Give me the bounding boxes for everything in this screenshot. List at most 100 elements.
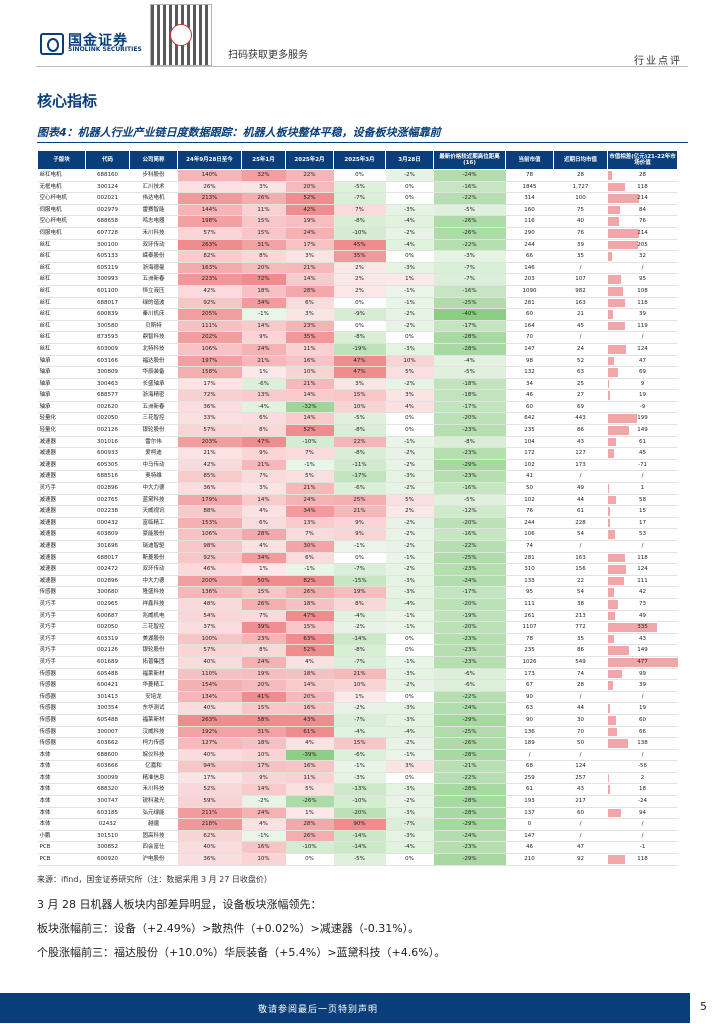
table-cell: 15% [241, 702, 286, 715]
table-cell: 本体 [37, 772, 86, 785]
table-cell: 爱柯迪 [129, 447, 178, 460]
table-cell: 8% [241, 644, 286, 657]
table-cell: 605305 [85, 459, 130, 472]
table-cell: 15% [241, 586, 286, 599]
table-row: 减速器 600933 爱柯迪 21% 9% 7% -8% -2% -23% 172 127 45 [37, 447, 678, 460]
table-cell: 5% [285, 783, 334, 797]
table-cell: -1% [385, 552, 434, 565]
table-cell: 灵巧手 [37, 644, 86, 657]
table-cell: 42 [607, 586, 678, 599]
table-cell: -2% [385, 679, 434, 692]
table-cell: 66 [607, 726, 678, 739]
table-cell: -6% [241, 378, 286, 391]
table-cell: 0% [385, 250, 434, 263]
bar-value: 149 [637, 427, 648, 434]
table-cell: 54% [177, 610, 242, 623]
table-row: 本体 02432 越疆 218% 4% 28% 90% -7% -29% 0// [37, 818, 678, 831]
table-cell: 603319 [85, 633, 130, 646]
table-cell: 106% [177, 528, 242, 541]
value-bar [607, 715, 617, 725]
table-cell: -22% [433, 691, 506, 704]
table-cell: 59% [177, 795, 242, 808]
table-cell: 48% [177, 598, 242, 611]
table-cell: -6% [433, 668, 506, 681]
table-cell: 147 [505, 830, 554, 843]
table-cell: 106 [505, 528, 554, 541]
table-cell: -7% [385, 818, 434, 831]
table-cell: 605133 [85, 250, 130, 263]
table-cell: 15% [241, 227, 286, 240]
table-cell: 104 [505, 436, 554, 449]
table-cell: -17% [433, 320, 506, 333]
table-row: 轴承 300809 华辰装备 158% 1% 10% 47% 5% -5% 132 63 69 [37, 366, 678, 379]
table-cell: 982 [553, 285, 608, 298]
table-cell: 160 [505, 204, 554, 217]
table-cell: 14% [285, 389, 334, 402]
table-cell: 21% [285, 482, 334, 495]
table-cell: 16% [241, 841, 286, 855]
table-cell: 减速器 [37, 436, 86, 449]
table-cell: 双环传动 [129, 239, 178, 252]
bar-value: 15 [639, 508, 646, 515]
table-cell: 74 [553, 668, 608, 681]
table-cell: 82% [177, 250, 242, 263]
table-cell: -10% [333, 795, 386, 808]
bar-value: 39 [639, 682, 646, 689]
bar-value: 17 [639, 519, 646, 526]
table-cell: 北特科技 [129, 343, 178, 356]
table-cell: 136% [177, 586, 242, 599]
table-cell: 4% [241, 505, 286, 518]
table-cell: -7% [433, 262, 506, 275]
table-cell: 68 [505, 760, 554, 773]
table-cell: 310 [505, 563, 554, 576]
table-cell: 1% [241, 563, 286, 576]
table-cell: -26% [433, 215, 506, 228]
table-row: 灵巧手 600687 兆威机电 54% 7% 47% -4% -1% -19% 261 213 49 [37, 610, 678, 623]
table-row: 丝杠 601100 恒立液压 42% 18% 28% 2% -1% -16% 1090 982 108 [37, 285, 678, 298]
table-cell: -1% [241, 830, 286, 843]
value-bar [607, 414, 637, 424]
table-row: 轻量化 002050 三花智控 33% 6% 14% -5% 0% -20% 642 443 199 [37, 412, 678, 426]
table-cell: -4% [385, 726, 434, 739]
table-row: 丝杠 600839 秦川机床 205% -1% 3% -9% -2% -40% 60 21 39 [37, 308, 678, 321]
table-cell: 90% [333, 818, 386, 831]
table-cell: -2% [385, 459, 434, 472]
table-cell: 20% [241, 262, 286, 275]
table-cell: 汇川技术 [129, 181, 178, 194]
table-cell: 2 [607, 772, 678, 785]
bar-value: 76 [639, 218, 646, 225]
table-cell: 607728 [85, 227, 130, 240]
table-cell: 3% [385, 760, 434, 773]
table-row: 轻量化 002126 银轮股份 57% 8% 52% -8% 0% -23% 235 86 149 [37, 424, 678, 437]
bar-value: 19 [639, 392, 646, 399]
table-cell: 浙海精密 [129, 389, 178, 402]
table-cell: 19 [607, 389, 678, 402]
table-cell: 603666 [85, 760, 130, 773]
table-cell: 605119 [85, 262, 130, 275]
table-cell: 47 [553, 841, 608, 855]
value-bar [607, 182, 625, 192]
table-cell: 0% [333, 552, 386, 565]
value-bar [607, 646, 630, 655]
table-cell: 0 [505, 818, 554, 831]
table-cell: 恒立液压 [129, 285, 178, 298]
table-cell: 002050 [85, 621, 130, 634]
table-cell: -4% [385, 239, 434, 252]
table-cell: 轴承 [37, 378, 86, 391]
table-cell: 灵巧手 [37, 482, 86, 495]
table-cell: 98% [177, 540, 242, 553]
table-cell: 本体 [37, 749, 86, 762]
table-cell: 147 [505, 343, 554, 356]
table-cell: 98 [505, 355, 554, 368]
table-cell: -4% [333, 610, 386, 623]
table-row: 丝杠 300580 贝斯特 111% 14% 23% 0% -2% -17% 164 45 119 [37, 320, 678, 333]
table-cell: -3% [433, 250, 506, 263]
table-cell: -9% [333, 308, 386, 321]
table-cell: 118 [607, 181, 678, 194]
table-body: 丝杠电机 688160 步科股份 140% 32% 22% 0% -2% -24% 78 28 28 无… [37, 169, 678, 866]
table-cell: 214 [607, 192, 678, 205]
table-cell: 54 [553, 586, 608, 599]
value-bar [607, 228, 639, 238]
table-cell: 137 [505, 807, 554, 820]
table-cell: 213 [553, 610, 608, 623]
